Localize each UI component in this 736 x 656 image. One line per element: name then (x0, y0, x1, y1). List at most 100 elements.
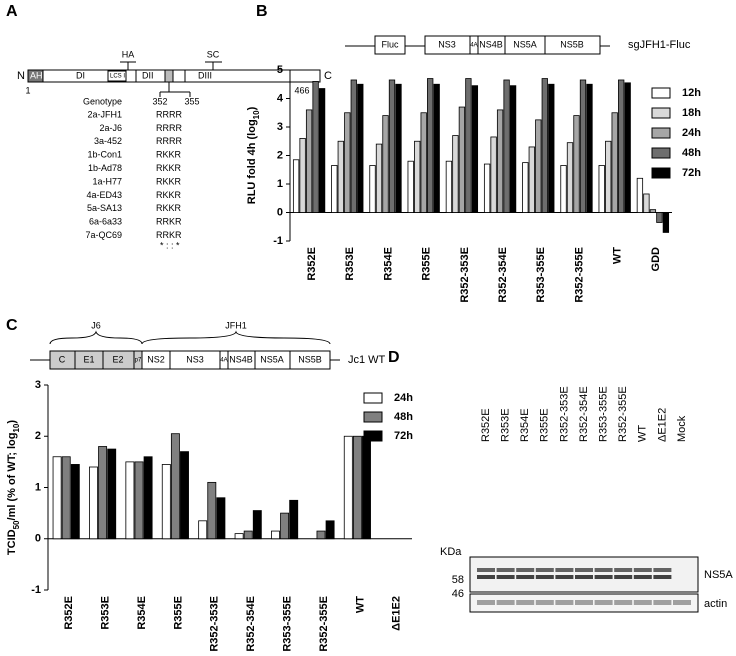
legend-swatch (363, 411, 383, 423)
brace (49, 330, 143, 345)
bar (522, 162, 529, 213)
label: DII (142, 70, 154, 80)
bar (458, 106, 466, 213)
band (516, 568, 535, 572)
bar (528, 146, 535, 213)
bar (316, 530, 326, 540)
x-tick-label: R353E (344, 247, 356, 281)
legend-label: 24h (682, 127, 701, 139)
ha-mark (120, 61, 136, 70)
label: NS5A (704, 569, 733, 581)
bar (234, 533, 244, 540)
y-tick-label: 1 (277, 178, 283, 190)
genome-map: J6 JFH1 C E1 E2 p7 NS2 NS3 4A NS4B NS5A NS5B Jc1 … (30, 320, 386, 370)
label: SC (207, 49, 220, 59)
sequence: RRKR (156, 217, 182, 227)
band (653, 575, 672, 579)
bar (541, 78, 548, 213)
gene: C (59, 354, 66, 364)
bar (471, 85, 479, 213)
label: DI (76, 70, 85, 80)
genotype: 4a-ED43 (86, 190, 122, 200)
gene: NS5B (298, 354, 322, 364)
bar (598, 165, 605, 213)
x-tick-label: R353-355E (282, 596, 294, 652)
conservation: * : : * (160, 240, 180, 250)
genotype: 6a-6a33 (89, 217, 122, 227)
bar (325, 520, 335, 540)
y-tick-label: -1 (31, 584, 41, 596)
bar (350, 79, 357, 213)
header: 352 (152, 96, 167, 106)
gene-box (141, 350, 331, 370)
legend-swatch (651, 167, 671, 179)
blot-ns5a (469, 556, 699, 593)
y-tick-label: 3 (277, 121, 283, 133)
gene: NS4B (229, 354, 253, 364)
x-tick-label: R353E (100, 596, 112, 630)
band (633, 575, 652, 579)
y-tick-label: 4 (277, 92, 284, 104)
construct-name: Jc1 WT (348, 354, 386, 366)
bar (252, 510, 262, 540)
legend-swatch (651, 107, 671, 119)
gene: NS5B (560, 39, 584, 49)
bar (611, 112, 618, 213)
western-blot: R352E R353E R354E R355E R352-353E R352-354E R3… (440, 386, 733, 613)
legend-swatch (651, 147, 671, 159)
label: N (17, 70, 25, 82)
bar (52, 456, 62, 540)
band (575, 575, 593, 579)
bar (243, 530, 253, 540)
gene: 4A (470, 43, 477, 49)
x-tick-label: R352-354E (245, 596, 257, 652)
bar (352, 435, 362, 540)
x-tick-label: R352-353E (459, 247, 471, 303)
y-tick-label: 2 (277, 149, 283, 161)
label: HA (122, 49, 135, 59)
gene: NS5A (260, 354, 284, 364)
legend-swatch (363, 430, 383, 442)
y-tick-label: -1 (273, 235, 283, 247)
legend-label: 48h (682, 147, 701, 159)
y-axis-label: RLU fold 4h (log10) (246, 106, 261, 204)
bar (161, 464, 171, 540)
bar (579, 79, 587, 213)
legend-swatch (363, 392, 383, 404)
y-axis-label-part: 50 (12, 520, 21, 529)
band (653, 600, 672, 605)
genotype: 7a-QC69 (85, 230, 122, 240)
label: 466 (294, 85, 309, 95)
band (614, 568, 633, 572)
bar (134, 461, 144, 540)
y-tick-label: 0 (277, 206, 283, 218)
lane-label: R352-355E (617, 386, 629, 442)
bar (535, 119, 542, 213)
label: 1 (25, 85, 30, 95)
band (555, 600, 574, 605)
lane-label: R354E (519, 408, 531, 442)
bar (636, 177, 644, 213)
bar (656, 212, 663, 223)
y-tick-label: 2 (35, 430, 41, 442)
legend-label: 72h (682, 167, 701, 179)
bar (343, 435, 353, 540)
bar (362, 435, 371, 540)
bar (433, 83, 440, 213)
sequence: RKKR (156, 150, 182, 160)
lane-label: WT (637, 425, 649, 442)
dividers (469, 36, 546, 54)
y-tick-label: 5 (277, 64, 283, 76)
bar (216, 497, 226, 540)
band (614, 600, 633, 605)
x-tick-label: R352-355E (573, 247, 585, 303)
bar (289, 499, 299, 540)
x-tick-label: R352-353E (209, 596, 221, 652)
band (477, 600, 495, 605)
x-tick-label: WT (612, 247, 624, 264)
y-tick-label: 3 (35, 379, 41, 391)
bar (375, 143, 383, 213)
band (555, 575, 574, 579)
band (477, 575, 495, 579)
bar (280, 512, 290, 540)
